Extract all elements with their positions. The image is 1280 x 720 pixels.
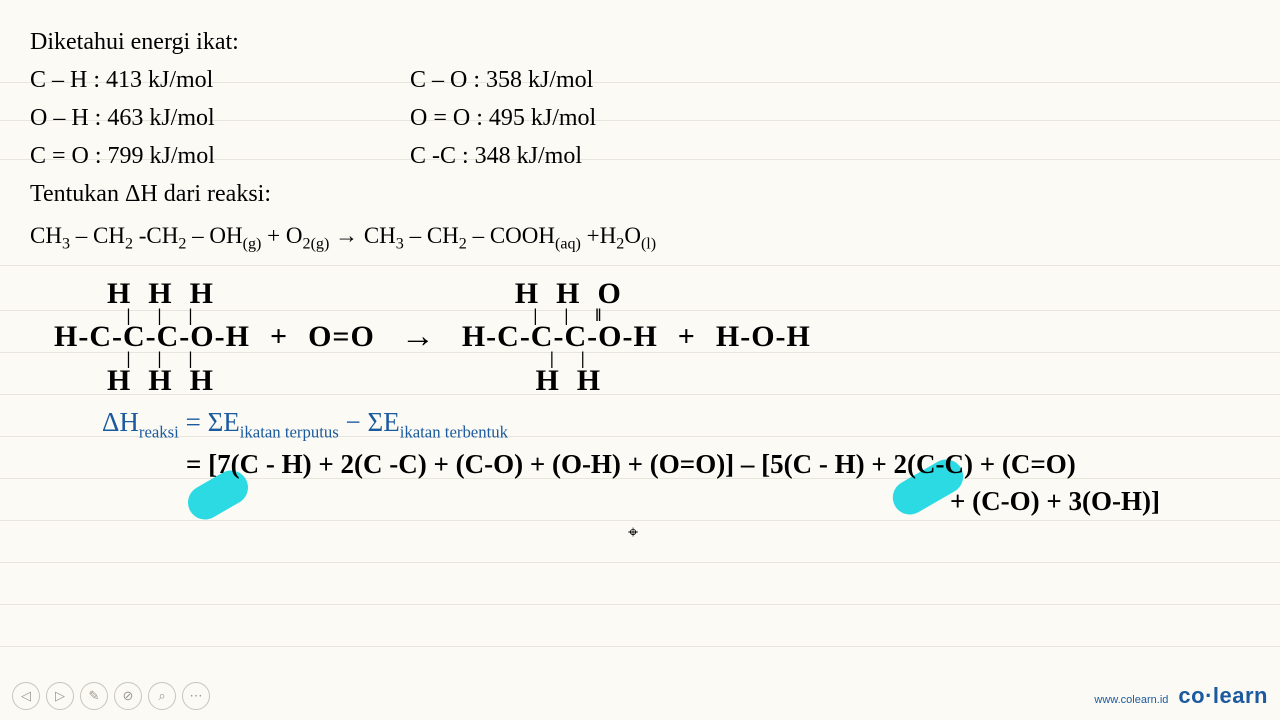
rule-line xyxy=(0,646,1280,647)
mouse-cursor: ⌖ xyxy=(628,522,638,543)
problem-prompt: Tentukan ΔH dari reaksi: xyxy=(30,176,1250,214)
bond-value: C = O : 799 kJ/mol xyxy=(30,138,290,176)
reaction-arrow: → xyxy=(395,318,442,356)
bonds-left-col: C – H : 413 kJ/mol O – H : 463 kJ/mol C … xyxy=(30,62,290,176)
bond-value: O = O : 495 kJ/mol xyxy=(410,100,670,138)
calculation-line-1: = [7(C - H) + 2(C -C) + (C-O) + (O-H) + … xyxy=(186,449,1250,480)
rule-line xyxy=(0,604,1280,605)
calculation-line-2: + (C-O) + 3(O-H)] xyxy=(950,486,1250,517)
player-control-5[interactable]: ⋯ xyxy=(182,682,210,710)
rule-line xyxy=(0,265,1280,266)
footer-bar: ◁▷✎⊘⌕⋯ www.colearn.id co·learn xyxy=(0,672,1280,720)
problem-title: Diketahui energi ikat: xyxy=(30,24,1250,62)
bond-value: C – H : 413 kJ/mol xyxy=(30,62,290,100)
player-control-1[interactable]: ▷ xyxy=(46,682,74,710)
reaction-equation: CH3 – CH2 -CH2 – OH(g) + O2(g) → CH3 – C… xyxy=(30,218,1250,257)
reactant-oxygen: O=O xyxy=(308,320,375,354)
player-control-4[interactable]: ⌕ xyxy=(148,682,176,710)
bond-value: C – O : 358 kJ/mol xyxy=(410,62,670,100)
bonds-right-col: C – O : 358 kJ/mol O = O : 495 kJ/mol C … xyxy=(410,62,670,176)
brand: www.colearn.id co·learn xyxy=(1094,683,1268,709)
page: Diketahui energi ikat: C – H : 413 kJ/mo… xyxy=(0,0,1280,720)
brand-url: www.colearn.id xyxy=(1094,694,1168,706)
bond-value: C -C : 348 kJ/mol xyxy=(410,138,670,176)
brand-logo: co·learn xyxy=(1178,683,1268,709)
delta-h-formula: ΔHreaksi = ΣEikatan terputus − ΣEikatan … xyxy=(102,407,1250,442)
product-propanoic-acid: H H O | | ‖ H-C-C-C-O-H | | H H xyxy=(462,277,658,398)
plus-sign: + xyxy=(270,320,288,354)
rule-line xyxy=(0,562,1280,563)
plus-sign: + xyxy=(678,320,696,354)
player-control-3[interactable]: ⊘ xyxy=(114,682,142,710)
player-control-2[interactable]: ✎ xyxy=(80,682,108,710)
problem-block: Diketahui energi ikat: C – H : 413 kJ/mo… xyxy=(30,24,1250,257)
bond-energies: C – H : 413 kJ/mol O – H : 463 kJ/mol C … xyxy=(30,62,1250,176)
player-control-0[interactable]: ◁ xyxy=(12,682,40,710)
reactant-propanol: H H H | | | H-C-C-C-O-H | | | H H H xyxy=(54,277,250,398)
lewis-structures: H H H | | | H-C-C-C-O-H | | | H H H + O=… xyxy=(54,277,1250,398)
bond-value: O – H : 463 kJ/mol xyxy=(30,100,290,138)
product-water: H-O-H xyxy=(716,320,811,354)
rule-line xyxy=(0,520,1280,521)
